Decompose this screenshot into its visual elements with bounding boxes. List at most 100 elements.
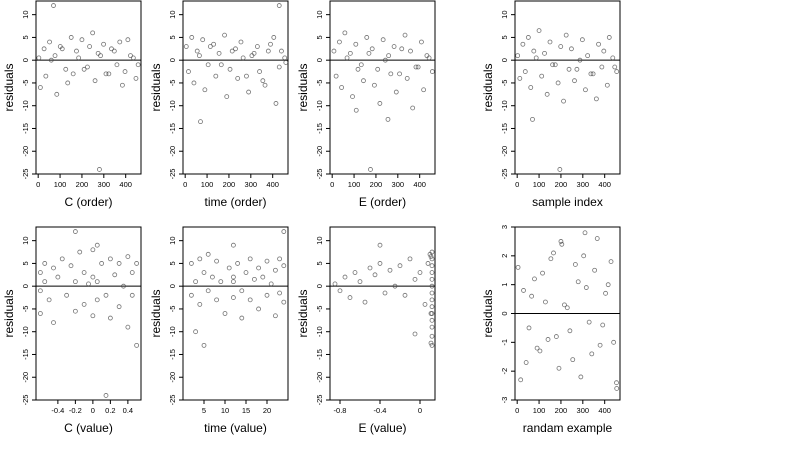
y-tick-label: 0 xyxy=(168,284,177,288)
data-point xyxy=(224,94,230,100)
data-point xyxy=(129,270,135,275)
data-point xyxy=(240,55,246,61)
y-tick-label: -10 xyxy=(168,100,177,111)
data-point xyxy=(51,3,56,8)
data-point xyxy=(614,380,619,386)
data-point xyxy=(550,62,556,68)
y-tick-label: -25 xyxy=(315,395,324,406)
data-point xyxy=(569,46,574,52)
data-point xyxy=(81,301,87,307)
data-point xyxy=(265,48,271,54)
data-point xyxy=(606,35,612,40)
data-point xyxy=(429,256,435,262)
data-point xyxy=(183,44,189,49)
data-point xyxy=(81,66,87,72)
y-tick-label: 0 xyxy=(500,58,509,62)
data-point xyxy=(605,282,611,288)
data-point xyxy=(247,297,253,303)
data-point xyxy=(68,263,74,269)
data-point xyxy=(201,342,207,348)
data-point xyxy=(103,71,109,77)
data-point xyxy=(41,46,47,52)
data-point xyxy=(612,64,618,70)
y-axis-title: residuals xyxy=(149,289,163,337)
data-point xyxy=(610,55,616,61)
data-point xyxy=(426,55,432,61)
y-tick-label: 10 xyxy=(315,236,324,244)
data-point xyxy=(99,261,105,266)
data-point xyxy=(205,251,211,257)
x-tick-label: 200 xyxy=(555,180,568,189)
panel-8: 0 100 200 300 400 -3 -2 -1 0 1 2 3 randam example res… xyxy=(481,225,621,435)
data-point xyxy=(37,85,43,90)
x-tick-label: 20 xyxy=(263,406,271,415)
y-tick-label: 0 xyxy=(315,58,324,62)
data-point xyxy=(402,292,408,298)
data-point xyxy=(116,261,122,266)
data-point xyxy=(68,35,74,40)
data-point xyxy=(63,66,69,72)
y-axis-title: residuals xyxy=(149,63,163,111)
data-point xyxy=(614,386,620,391)
data-point xyxy=(386,53,392,59)
x-tick-label: -0.4 xyxy=(51,406,64,415)
y-tick-label: -15 xyxy=(21,123,30,134)
x-tick-label: 300 xyxy=(577,406,590,415)
data-point xyxy=(246,89,252,95)
y-tick-label: -2 xyxy=(500,368,509,375)
data-point xyxy=(391,44,397,49)
data-point xyxy=(135,62,141,68)
data-point xyxy=(531,48,537,54)
data-point xyxy=(47,39,52,45)
data-point xyxy=(101,41,106,47)
data-point xyxy=(563,32,569,38)
data-point xyxy=(216,50,222,56)
data-point xyxy=(413,64,419,70)
data-point xyxy=(87,44,92,49)
data-point xyxy=(608,259,614,265)
y-tick-label: -20 xyxy=(21,146,30,157)
x-tick-label: 0 xyxy=(515,406,519,415)
data-point xyxy=(214,297,220,303)
data-point xyxy=(567,328,573,334)
x-tick-label: 200 xyxy=(370,180,383,189)
x-tick-label: 200 xyxy=(76,180,89,189)
y-axis-title: residuals xyxy=(296,63,310,111)
data-point xyxy=(134,261,140,266)
data-point xyxy=(121,283,126,289)
x-tick-label: 400 xyxy=(266,180,279,189)
data-point xyxy=(537,348,543,354)
data-point xyxy=(388,71,394,77)
data-point xyxy=(247,256,253,262)
data-point xyxy=(382,290,388,296)
data-point xyxy=(186,69,191,74)
data-point xyxy=(347,50,353,56)
data-point xyxy=(264,292,270,298)
panel-7: -0.8 -0.4 0 -25 -20 -15 -10 -5 0 5 10 E (value) resi… xyxy=(296,226,436,435)
data-point xyxy=(282,55,288,61)
x-tick-label: 100 xyxy=(201,180,214,189)
x-tick-label: 100 xyxy=(533,180,546,189)
y-axis-title: residuals xyxy=(2,63,16,111)
data-point xyxy=(566,66,572,72)
data-point xyxy=(271,35,277,40)
x-tick-label: 100 xyxy=(348,180,361,189)
data-point xyxy=(229,48,235,54)
y-tick-label: 10 xyxy=(168,236,177,244)
data-point xyxy=(590,71,596,77)
plot-frame xyxy=(329,0,436,175)
data-point xyxy=(377,101,383,106)
data-point xyxy=(368,167,373,172)
x-tick-label: 0 xyxy=(91,406,95,415)
y-tick-label: -10 xyxy=(21,100,30,111)
data-point xyxy=(429,290,435,296)
data-point xyxy=(517,75,523,81)
data-point xyxy=(429,283,435,289)
data-point xyxy=(429,311,435,316)
data-point xyxy=(55,274,61,280)
data-point xyxy=(393,89,399,95)
data-point xyxy=(429,297,435,303)
data-point xyxy=(200,37,206,43)
data-point xyxy=(600,322,606,328)
data-point xyxy=(125,324,131,330)
